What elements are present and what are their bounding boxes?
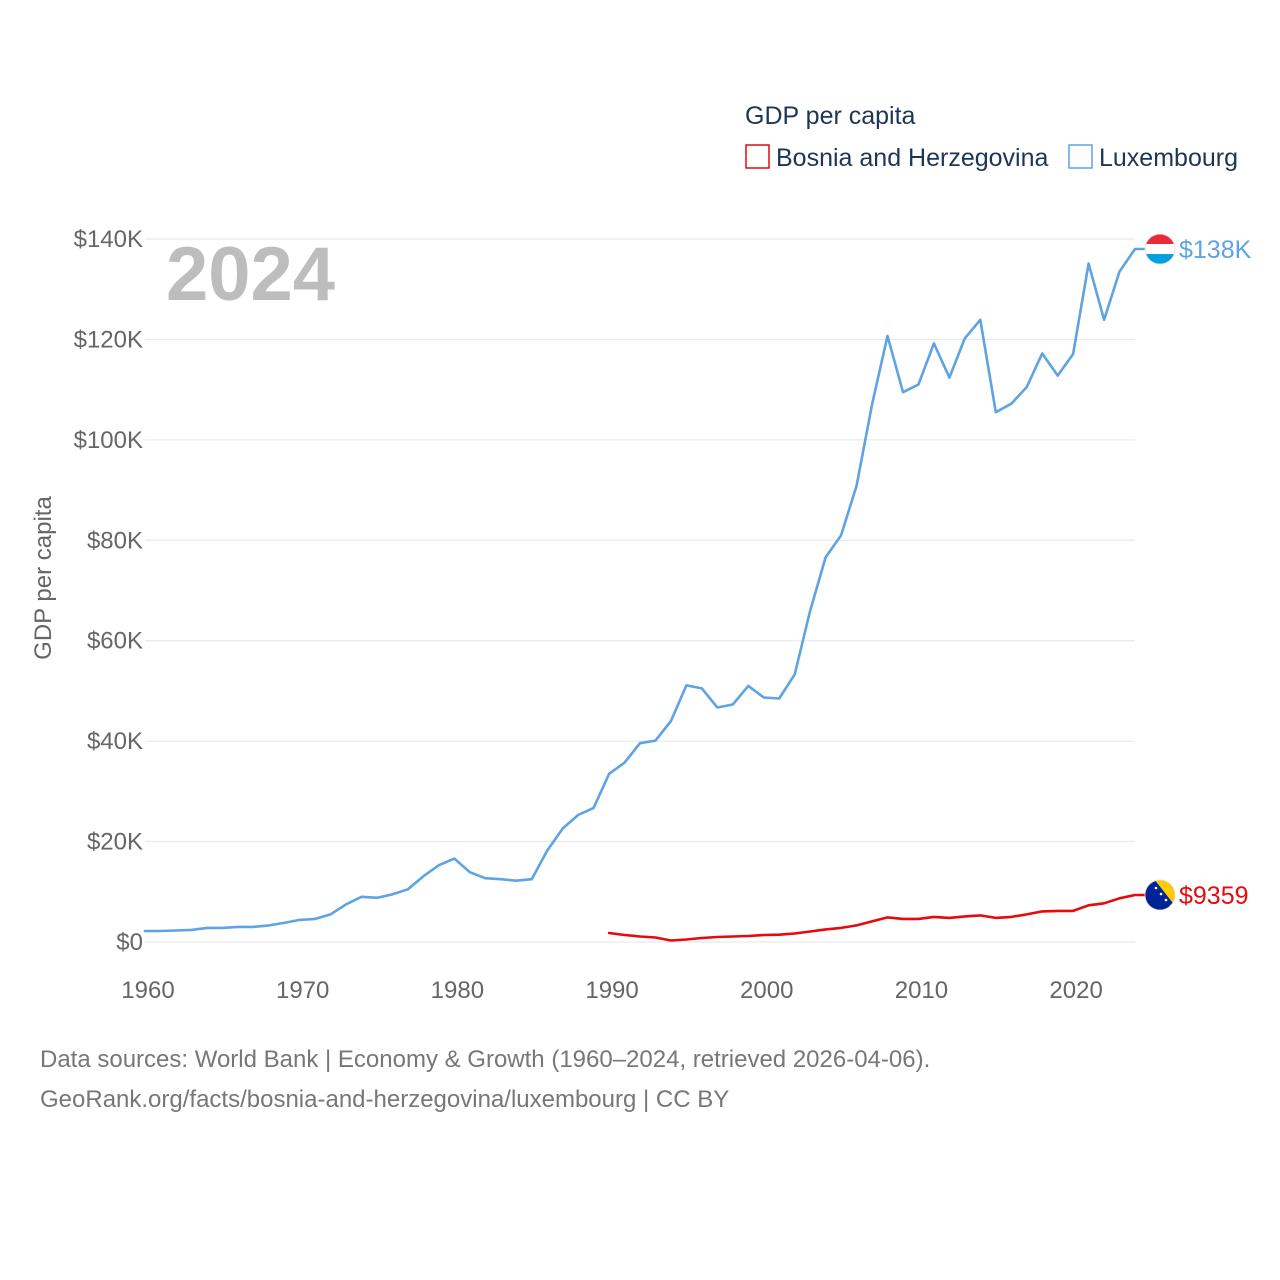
legend: GDP per capita Bosnia and Herzegovina Lu… [745, 102, 1238, 172]
luxembourg-flag-icon [1144, 233, 1176, 265]
y-axis-label: GDP per capita [30, 496, 57, 660]
grid-lines [145, 238, 1135, 943]
x-tick-label: 1980 [431, 977, 484, 1004]
y-tick-label: $60K [87, 628, 143, 655]
end-value-label: $9359 [1179, 882, 1249, 910]
legend-label-luxembourg: Luxembourg [1099, 144, 1238, 172]
y-axis: $0 $20K $40K $60K $80K $100K $120K $140K [74, 226, 143, 956]
footer: Data sources: World Bank | Economy & Gro… [40, 1040, 1240, 1120]
legend-swatch-luxembourg [1068, 144, 1093, 169]
x-axis: 1960 1970 1980 1990 2000 2010 2020 [121, 977, 1103, 1004]
x-tick-label: 1970 [276, 977, 329, 1004]
y-tick-label: $140K [74, 226, 143, 253]
legend-swatch-bosnia [745, 144, 770, 169]
series-line-luxembourg [143, 247, 1147, 933]
x-tick-label: 2000 [740, 977, 793, 1004]
bosnia-flag-icon [1144, 879, 1176, 911]
x-tick-label: 2020 [1049, 977, 1102, 1004]
y-tick-label: $20K [87, 829, 143, 856]
legend-item-bosnia[interactable]: Bosnia and Herzegovina [745, 144, 1048, 172]
legend-item-luxembourg[interactable]: Luxembourg [1068, 144, 1238, 172]
x-tick-label: 1960 [121, 977, 174, 1004]
end-markers: $9359 $138K [1144, 233, 1252, 911]
end-value-label: $138K [1179, 236, 1252, 264]
chart-area: $0$20K$40K$60K$80K$100K$120K$140K 1960 19… [30, 102, 1252, 1004]
x-tick-label: 2010 [895, 977, 948, 1004]
series-line-bosnia [607, 893, 1147, 942]
series-layer [143, 247, 1147, 942]
y-tick-label: $100K [74, 427, 143, 454]
year-watermark: 2024 [166, 232, 335, 317]
y-tick-label: $80K [87, 527, 143, 554]
legend-title: GDP per capita [745, 102, 916, 130]
footer-link[interactable]: GeoRank.org/facts/bosnia-and-herzegovina… [40, 1086, 730, 1113]
y-tick-label: $120K [74, 326, 143, 353]
y-tick-label: $0 [116, 929, 143, 956]
x-tick-label: 1990 [585, 977, 638, 1004]
y-tick-label: $40K [87, 728, 143, 755]
footer-sources: Data sources: World Bank | Economy & Gro… [40, 1046, 931, 1073]
legend-label-bosnia: Bosnia and Herzegovina [776, 144, 1048, 172]
